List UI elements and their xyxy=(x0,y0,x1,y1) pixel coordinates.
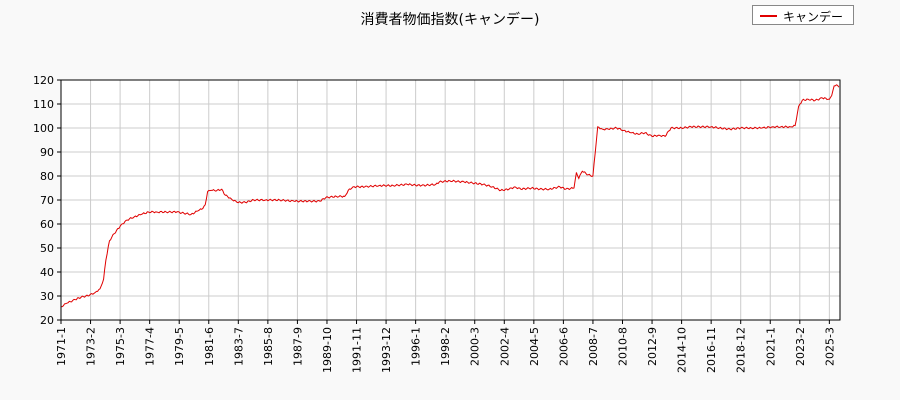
y-tick-label: 100 xyxy=(33,122,54,135)
x-axis: 1971-1 1973-2 1975-3 1977-4 1979-5 1981-6 1983… xyxy=(55,320,836,373)
x-tick-label: 1985-8 xyxy=(262,327,275,366)
y-tick-label: 80 xyxy=(40,170,54,183)
x-tick-label: 2021-1 xyxy=(764,327,777,366)
x-tick-label: 1993-12 xyxy=(380,327,393,373)
y-tick-label: 50 xyxy=(40,242,54,255)
y-tick-label: 90 xyxy=(40,146,54,159)
legend: キャンデー xyxy=(752,5,854,25)
legend-swatch xyxy=(760,15,777,17)
x-tick-label: 2010-8 xyxy=(616,327,629,366)
series-line xyxy=(60,84,840,308)
x-tick-label: 2023-2 xyxy=(794,327,807,366)
x-tick-label: 1971-1 xyxy=(55,327,68,366)
x-tick-label: 2025-3 xyxy=(823,327,836,366)
x-tick-label: 1998-2 xyxy=(439,327,452,366)
y-tick-label: 110 xyxy=(33,98,54,111)
plot-frame xyxy=(60,79,841,321)
x-tick-label: 2008-7 xyxy=(587,327,600,366)
y-tick-label: 70 xyxy=(40,194,54,207)
x-tick-label: 2000-3 xyxy=(469,327,482,366)
x-tick-label: 1981-6 xyxy=(203,327,216,366)
x-tick-label: 1996-1 xyxy=(410,327,423,366)
chart-title: 消費者物価指数(キャンデー) xyxy=(360,12,540,28)
x-tick-label: 2002-4 xyxy=(498,327,511,366)
y-tick-label: 40 xyxy=(40,266,54,279)
x-tick-label: 2006-6 xyxy=(557,327,570,366)
x-tick-label: 1975-3 xyxy=(114,327,127,366)
y-tick-label: 120 xyxy=(33,74,54,87)
x-tick-label: 1977-4 xyxy=(144,327,157,366)
legend-label: キャンデー xyxy=(783,10,844,24)
y-tick-label: 20 xyxy=(40,314,54,327)
x-tick-label: 1991-11 xyxy=(351,327,364,373)
x-tick-label: 1983-7 xyxy=(232,327,245,366)
x-tick-label: 1989-10 xyxy=(321,327,334,373)
y-tick-label: 30 xyxy=(40,290,54,303)
x-tick-label: 2018-12 xyxy=(735,327,748,373)
x-tick-label: 2016-11 xyxy=(705,327,718,373)
x-tick-label: 1987-9 xyxy=(291,327,304,366)
y-tick-label: 60 xyxy=(40,218,54,231)
x-tick-label: 1973-2 xyxy=(85,327,98,366)
x-tick-label: 2014-10 xyxy=(676,327,689,373)
x-tick-label: 1979-5 xyxy=(173,327,186,366)
x-tick-label: 2004-5 xyxy=(528,327,541,366)
y-axis: 20 30 40 50 60 70 80 90 100 110 120 xyxy=(33,74,61,327)
x-tick-label: 2012-9 xyxy=(646,327,659,366)
